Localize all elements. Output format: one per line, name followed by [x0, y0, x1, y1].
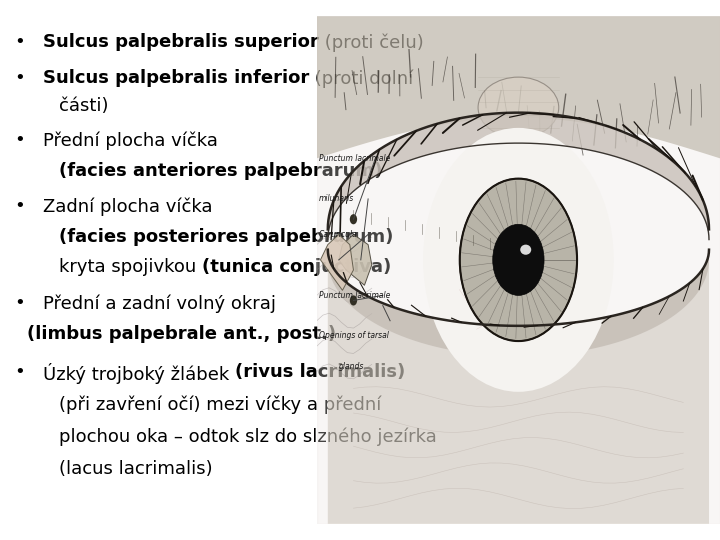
Text: •: •	[14, 363, 25, 381]
Text: Úzký trojboký žlábek: Úzký trojboký žlábek	[43, 363, 235, 384]
Ellipse shape	[478, 77, 559, 138]
Text: •: •	[14, 197, 25, 215]
Circle shape	[492, 224, 544, 295]
Circle shape	[423, 128, 613, 392]
Text: (tunica conjuctiva): (tunica conjuctiva)	[202, 258, 391, 276]
Text: Zadní plocha víčka: Zadní plocha víčka	[43, 197, 212, 215]
Text: Punctum lacrimale: Punctum lacrimale	[319, 154, 390, 163]
Polygon shape	[317, 16, 720, 524]
Text: milunaris: milunaris	[319, 194, 354, 204]
Polygon shape	[320, 234, 354, 291]
Circle shape	[350, 214, 357, 224]
Text: •: •	[14, 131, 25, 149]
Text: •: •	[14, 294, 25, 312]
Ellipse shape	[521, 245, 531, 255]
Text: Přední a zadní volný okraj: Přední a zadní volný okraj	[43, 294, 276, 313]
Text: Openings of tarsal: Openings of tarsal	[319, 332, 389, 341]
Polygon shape	[339, 234, 372, 285]
Circle shape	[460, 179, 577, 341]
Polygon shape	[328, 249, 709, 524]
Text: (limbus palpebrale ant., post.): (limbus palpebrale ant., post.)	[27, 325, 336, 343]
Polygon shape	[328, 249, 709, 356]
Text: (lacus lacrimalis): (lacus lacrimalis)	[59, 460, 212, 478]
Text: (facies posteriores palpebrarum): (facies posteriores palpebrarum)	[59, 228, 393, 246]
Text: •: •	[14, 33, 25, 51]
Circle shape	[350, 295, 357, 306]
Text: (facies anteriores palpebrarum): (facies anteriores palpebrarum)	[59, 162, 382, 180]
Text: části): části)	[59, 97, 109, 115]
Text: Sulcus palpebralis superior: Sulcus palpebralis superior	[43, 33, 319, 51]
Text: (proti dolní: (proti dolní	[310, 69, 414, 87]
Text: Caruncula: Caruncula	[319, 230, 357, 239]
Text: •: •	[14, 69, 25, 87]
Text: (rivus lacrimalis): (rivus lacrimalis)	[235, 363, 405, 381]
Text: glands: glands	[339, 362, 364, 371]
Text: plochou oka – odtok slz do slzného jezírka: plochou oka – odtok slz do slzného jezír…	[59, 428, 437, 446]
Text: Sulcus palpebralis inferior: Sulcus palpebralis inferior	[43, 69, 310, 87]
Text: kryta spojivkou: kryta spojivkou	[59, 258, 202, 276]
Polygon shape	[328, 113, 709, 240]
Text: (při zavření očí) mezi víčky a přední: (při zavření očí) mezi víčky a přední	[59, 395, 382, 414]
Polygon shape	[317, 16, 720, 158]
Text: Přední plocha víčka: Přední plocha víčka	[43, 131, 218, 150]
Text: (proti čelu): (proti čelu)	[319, 33, 423, 52]
Text: Punctum lacrimale: Punctum lacrimale	[319, 291, 390, 300]
